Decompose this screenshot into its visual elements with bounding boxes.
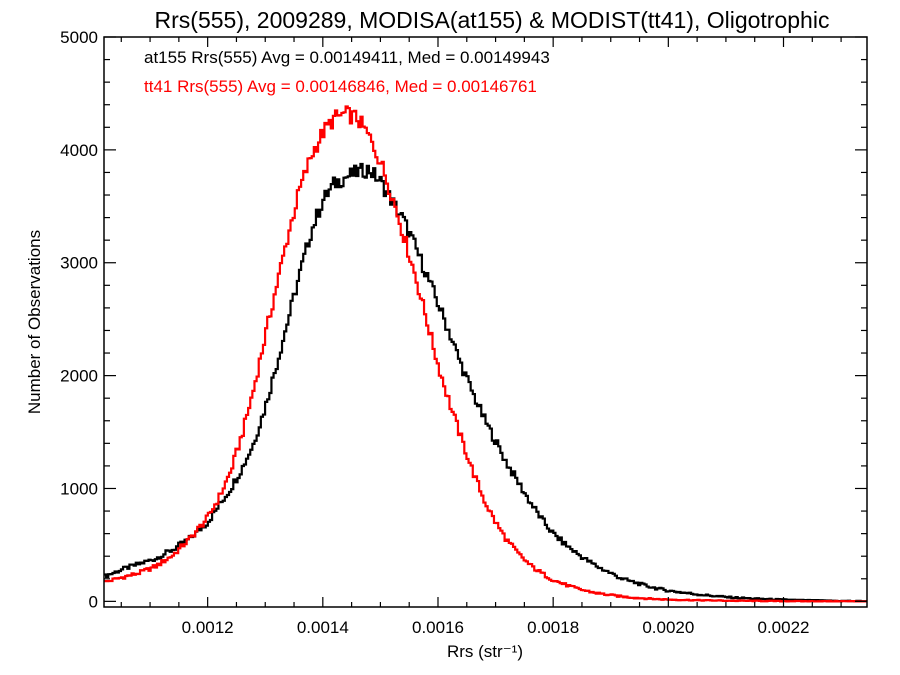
x-tick-label: 0.0016 bbox=[412, 618, 464, 637]
y-tick-label: 1000 bbox=[60, 479, 98, 498]
chart-title: Rrs(555), 2009289, MODISA(at155) & MODIS… bbox=[155, 7, 830, 33]
plot-frame bbox=[103, 36, 868, 608]
x-tick-label: 0.0012 bbox=[182, 618, 234, 637]
x-tick-label: 0.0022 bbox=[758, 618, 810, 637]
x-axis-label: Rrs (str⁻¹) bbox=[447, 642, 523, 661]
y-tick-label: 5000 bbox=[60, 28, 98, 47]
x-tick-label: 0.0014 bbox=[297, 618, 349, 637]
y-tick-label: 0 bbox=[89, 592, 98, 611]
x-tick-label: 0.0020 bbox=[642, 618, 694, 637]
legend-entry-tt41: tt41 Rrs(555) Avg = 0.00146846, Med = 0.… bbox=[144, 77, 537, 96]
x-tick-label: 0.0018 bbox=[527, 618, 579, 637]
series-line-tt41 bbox=[104, 105, 867, 603]
axis-ticks bbox=[104, 36, 867, 607]
series-line-at155 bbox=[104, 162, 867, 603]
y-tick-label: 3000 bbox=[60, 254, 98, 273]
y-axis-label: Number of Observations bbox=[25, 230, 44, 414]
y-tick-label: 2000 bbox=[60, 367, 98, 386]
y-tick-label: 4000 bbox=[60, 141, 98, 160]
legend-entry-at155: at155 Rrs(555) Avg = 0.00149411, Med = 0… bbox=[144, 48, 550, 67]
plot-series bbox=[104, 105, 867, 603]
axis-tick-labels: 0.0012 0.0014 0.0016 0.0018 0.0020 0.0022 0 100… bbox=[60, 28, 809, 637]
